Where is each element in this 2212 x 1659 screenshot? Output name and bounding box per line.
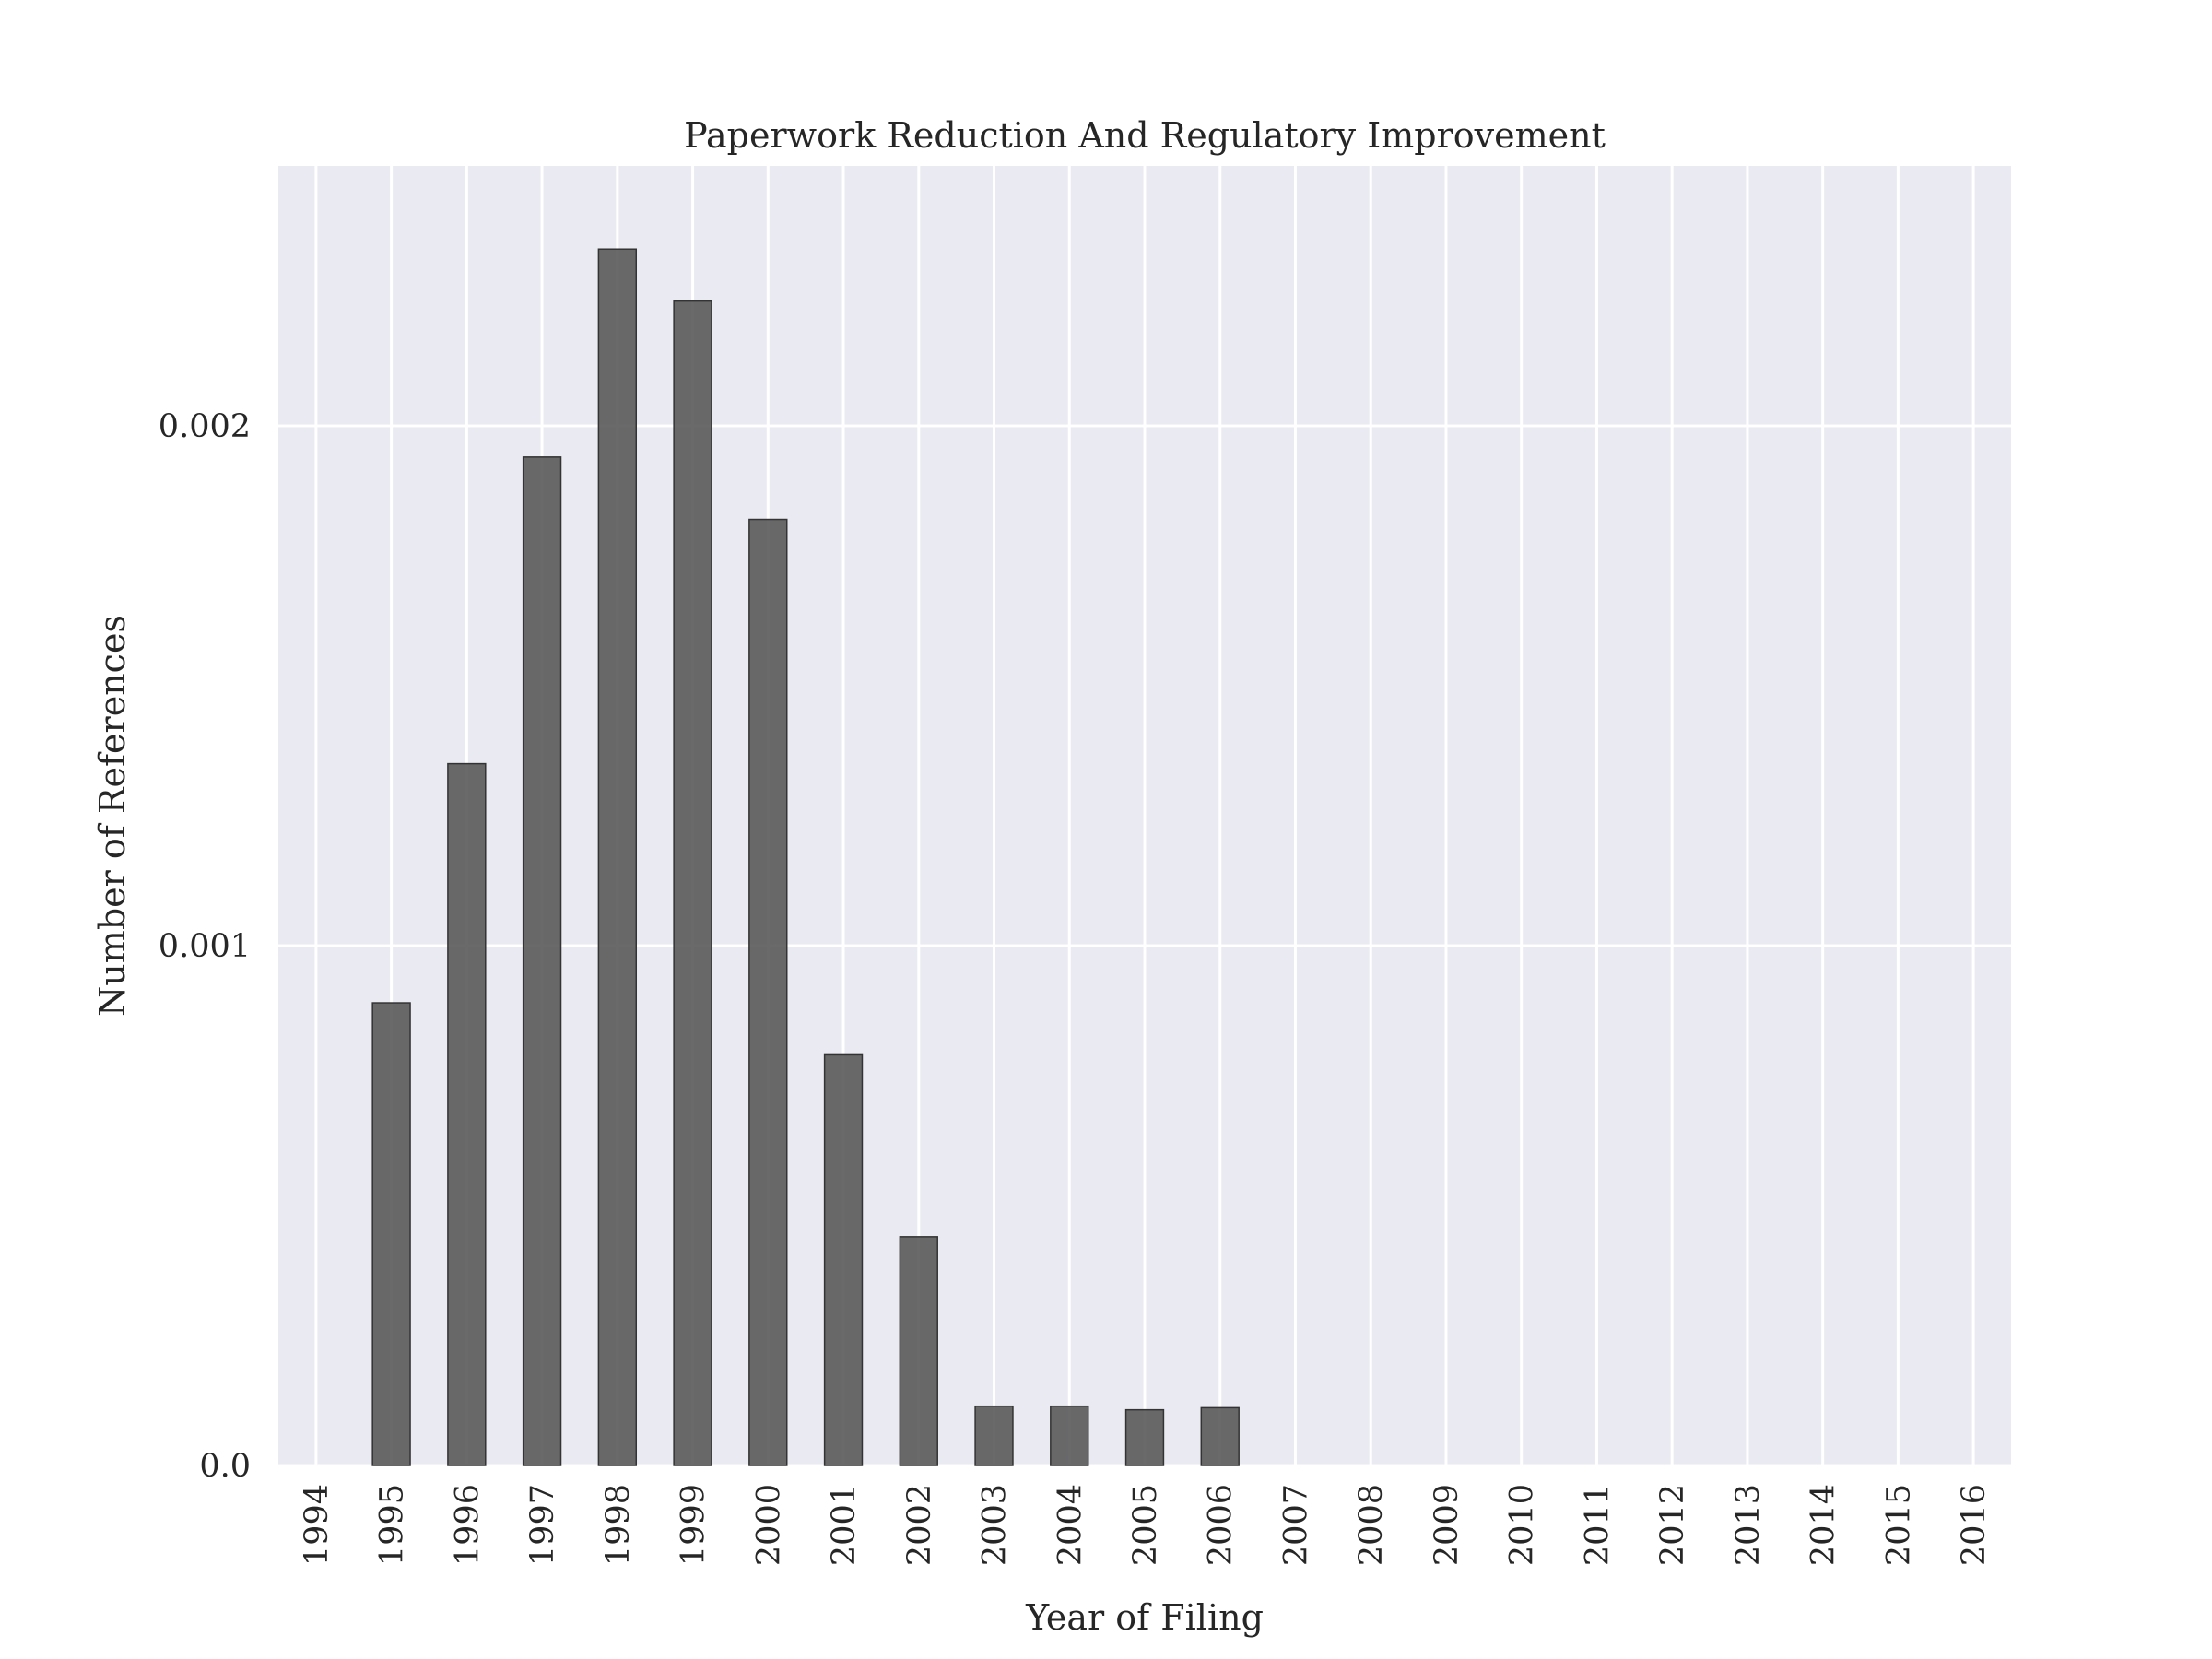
bar-2002 [899,1236,938,1466]
x-tick-labels: 1994 1995 1996 1997 1998 1999 2000 2001 2002 2003… [299,1484,1993,1566]
bar-2004 [1050,1405,1089,1466]
y-axis-label: Number of References [92,615,133,1017]
bar-1999 [673,300,712,1466]
x-tick-label: 1996 [449,1484,486,1566]
bar-2003 [974,1405,1014,1466]
bar-1996 [447,762,487,1466]
chart-title: Paperwork Reduction And Regulatory Impro… [684,115,1606,156]
bars [371,248,1240,1466]
x-tick-label: 1994 [299,1484,335,1566]
bar-2000 [748,518,788,1466]
x-tick-label: 2014 [1806,1484,1842,1566]
y-tick-labels: 0.0 0.001 0.002 [159,408,251,1485]
x-tick-label: 2007 [1277,1484,1314,1566]
bar-1995 [371,1002,411,1466]
bar-1998 [597,248,638,1466]
x-tick-label: 2002 [901,1484,938,1566]
x-tick-label: 1999 [676,1484,712,1566]
x-tick-label: 2008 [1353,1484,1390,1566]
y-tick-label: 0.001 [159,928,251,965]
grid-lines [278,166,2011,1467]
x-tick-label: 2005 [1127,1484,1164,1566]
x-axis-label: Year of Filing [1025,1597,1264,1638]
x-tick-label: 2009 [1429,1484,1465,1566]
bar-2001 [823,1053,864,1466]
x-tick-label: 2001 [826,1484,863,1566]
bar-1997 [522,456,562,1466]
x-tick-label: 2016 [1956,1484,1993,1566]
x-tick-label: 2011 [1579,1484,1616,1566]
y-tick-label: 0.0 [199,1448,251,1485]
x-tick-label: 1997 [524,1484,561,1566]
x-tick-label: 2015 [1880,1484,1917,1566]
bar-2005 [1124,1408,1165,1466]
x-tick-label: 2010 [1504,1484,1541,1566]
x-tick-label: 2006 [1203,1484,1240,1566]
bar-2006 [1200,1406,1240,1466]
x-tick-label: 2004 [1052,1484,1088,1566]
y-tick-label: 0.002 [159,408,251,445]
x-tick-label: 1998 [600,1484,637,1566]
x-tick-label: 2000 [750,1484,787,1566]
x-tick-label: 1995 [374,1484,411,1566]
x-tick-label: 2012 [1654,1484,1691,1566]
x-tick-label: 2013 [1730,1484,1767,1566]
x-tick-label: 2003 [977,1484,1014,1566]
